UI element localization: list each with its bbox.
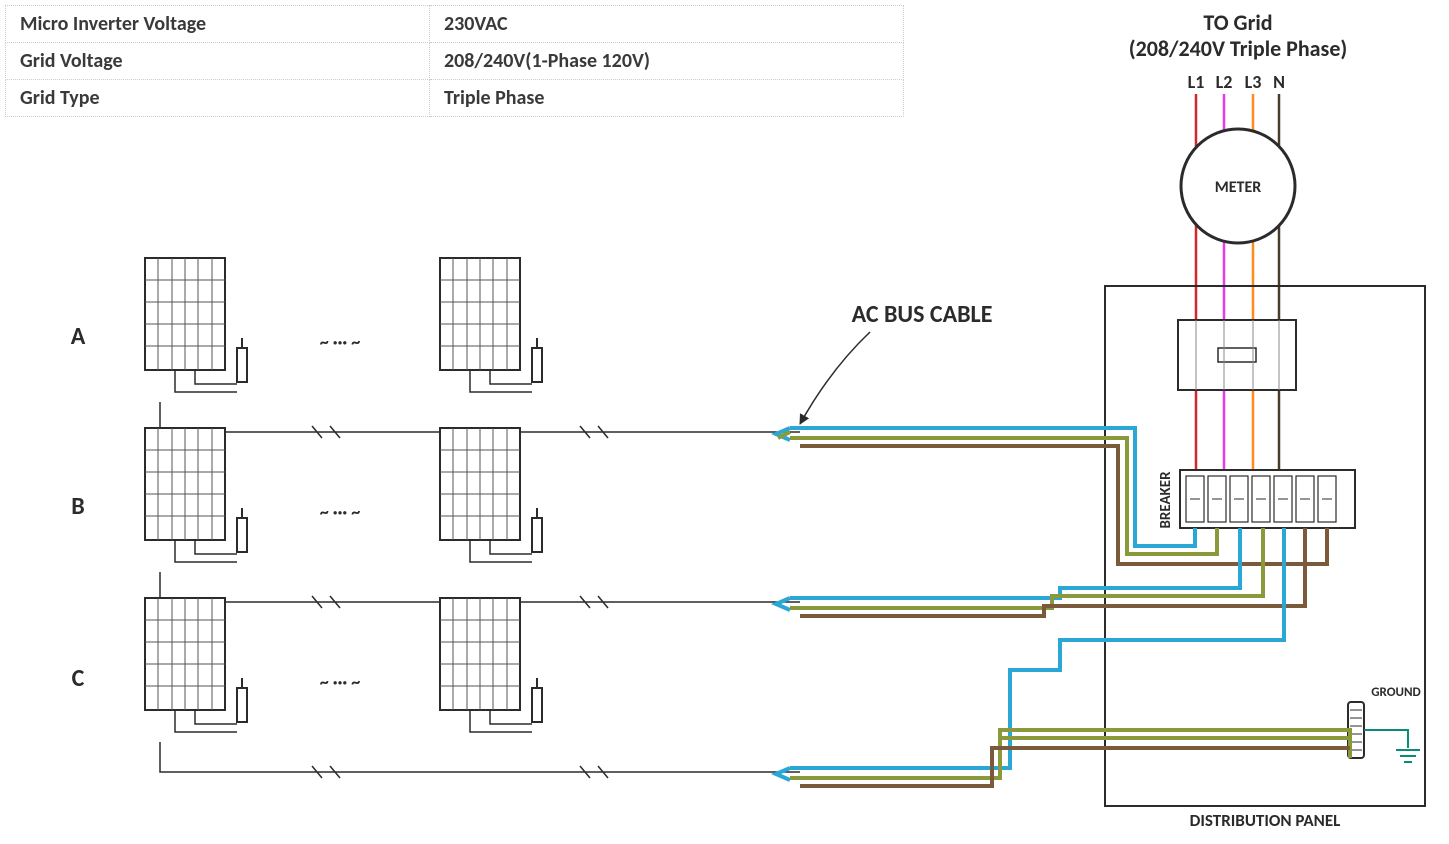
dist-panel-label: DISTRIBUTION PANEL: [1190, 810, 1341, 831]
wiring-diagram: TO Grid (208/240V Triple Phase) L1 L2 L3…: [0, 0, 1449, 844]
string-b: ~ ··· ~ B: [71, 428, 800, 608]
breaker-row: [1180, 470, 1355, 528]
ac-bus-label: AC BUS CABLE: [852, 300, 993, 329]
string-label-b: B: [71, 492, 84, 521]
phase-n: N: [1273, 71, 1285, 93]
grid-title-2: (208/240V Triple Phase): [1129, 35, 1348, 62]
ac-bus-pointer: [800, 332, 870, 424]
phase-l1: L1: [1188, 71, 1205, 93]
phase-l3: L3: [1245, 71, 1262, 93]
string-label-c: C: [72, 664, 85, 693]
string-a: ~ ··· ~ A: [71, 258, 800, 438]
breaker-label: BREAKER: [1157, 471, 1175, 529]
ellipsis-b: ~ ··· ~: [320, 501, 361, 523]
grid-title-1: TO Grid: [1203, 9, 1272, 36]
string-c: ~ ··· ~ C: [72, 598, 800, 778]
ac-bus-b: [776, 528, 1263, 610]
main-disconnect-icon: [1178, 320, 1296, 390]
ground-label: GROUND: [1371, 685, 1421, 700]
meter-label: METER: [1215, 178, 1262, 197]
ellipsis-c: ~ ··· ~: [320, 671, 361, 693]
ellipsis-a: ~ ··· ~: [320, 331, 361, 353]
string-label-a: A: [71, 322, 86, 351]
ground-icon: [1348, 702, 1420, 762]
phase-l2: L2: [1216, 71, 1233, 93]
